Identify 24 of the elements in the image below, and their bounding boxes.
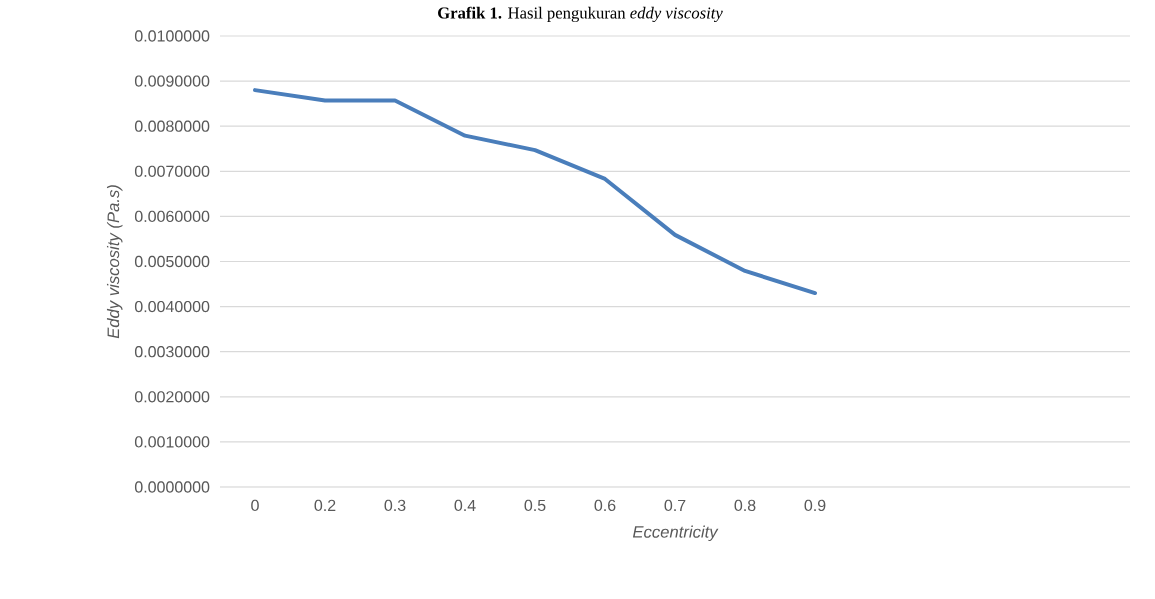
x-axis-title: Eccentricity	[632, 525, 719, 542]
x-tick-label: 0.8	[734, 499, 756, 512]
x-tick-label: 0.3	[384, 499, 406, 512]
y-tick-label: 0.0090000	[134, 75, 210, 87]
y-tick-label: 0.0050000	[134, 255, 210, 268]
x-tick-label: 0.5	[524, 499, 546, 512]
x-tick-label: 0.4	[454, 499, 476, 512]
y-tick-label: 0.0100000	[134, 30, 210, 42]
y-axis-title: Eddy viscosity (Pa.s)	[106, 185, 123, 339]
y-tick-label: 0.0060000	[134, 210, 210, 223]
y-tick-label: 0.0080000	[134, 120, 210, 132]
y-tick-label: 0.0000000	[134, 481, 210, 493]
x-tick-label: 0	[251, 499, 259, 512]
x-tick-label: 0.7	[664, 499, 686, 512]
line-series	[253, 88, 818, 296]
y-tick-label: 0.0020000	[134, 391, 210, 403]
chart-title: Grafik 1. Hasil pengukuran eddy viscosity	[438, 6, 723, 23]
y-tick-label: 0.0030000	[134, 346, 210, 358]
x-tick-label: 0.2	[314, 499, 336, 512]
y-tick-label: 0.0040000	[134, 300, 210, 313]
x-tick-label: 0.9	[804, 499, 826, 512]
y-tick-label: 0.0070000	[134, 165, 210, 177]
x-tick-label: 0.6	[594, 499, 616, 512]
y-tick-label: 0.0010000	[134, 436, 210, 448]
